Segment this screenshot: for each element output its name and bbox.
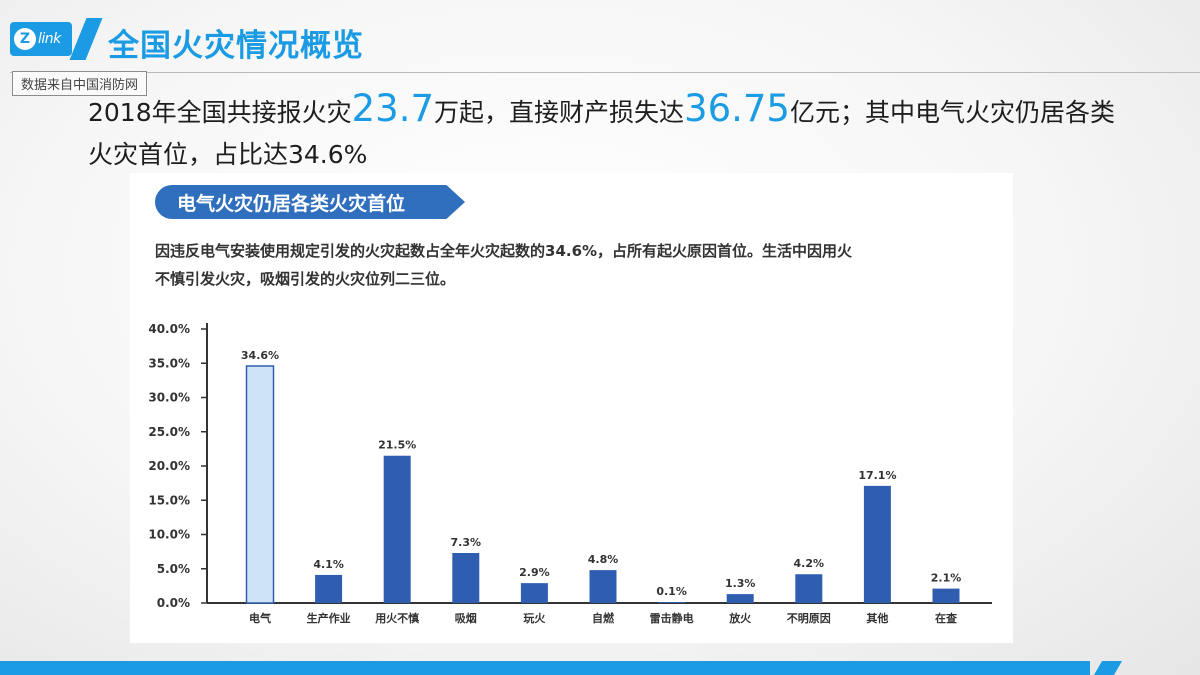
y-tick-label: 10.0% bbox=[148, 528, 190, 542]
logo: Z link bbox=[10, 22, 72, 56]
y-tick-label: 0.0% bbox=[157, 596, 190, 610]
y-tick-label: 15.0% bbox=[148, 493, 190, 507]
data-label: 2.9% bbox=[519, 566, 550, 579]
y-tick-label: 35.0% bbox=[148, 356, 190, 370]
data-label: 21.5% bbox=[378, 439, 416, 452]
data-label: 7.3% bbox=[451, 536, 482, 549]
chart-figure: 电气火灾仍居各类火灾首位 因违反电气安装使用规定引发的火灾起数占全年火灾起数的3… bbox=[130, 173, 1013, 643]
y-tick-label: 40.0% bbox=[148, 322, 190, 336]
category-label: 雷击静电 bbox=[650, 611, 694, 625]
bottom-accent-bar bbox=[0, 661, 1090, 675]
data-label: 34.6% bbox=[241, 349, 279, 362]
category-label: 用火不慎 bbox=[375, 611, 419, 625]
bar bbox=[863, 485, 891, 603]
category-label: 其他 bbox=[866, 611, 888, 625]
bottom-accent-slash bbox=[1093, 661, 1123, 675]
figure-banner: 电气火灾仍居各类火灾首位 bbox=[155, 185, 465, 219]
category-label: 放火 bbox=[728, 611, 752, 625]
bar bbox=[795, 574, 823, 603]
category-label: 玩火 bbox=[523, 612, 546, 625]
data-label: 17.1% bbox=[858, 469, 896, 482]
bar bbox=[520, 583, 548, 603]
headline: 2018年全国共接报火灾23.7万起，直接财产损失达36.75亿元；其中电气火灾… bbox=[88, 88, 1118, 176]
category-label: 电气 bbox=[249, 611, 271, 625]
loss-number: 36.75 bbox=[684, 87, 790, 130]
category-label: 生产作业 bbox=[307, 611, 351, 625]
bar bbox=[452, 552, 480, 603]
y-tick-label: 25.0% bbox=[148, 425, 190, 439]
data-label: 0.1% bbox=[656, 585, 687, 598]
header-accent-slash bbox=[69, 18, 103, 60]
source-note: 数据来自中国消防网 bbox=[12, 71, 148, 96]
data-label: 2.1% bbox=[931, 572, 962, 585]
data-label: 1.3% bbox=[725, 577, 756, 590]
bar bbox=[726, 594, 754, 603]
category-label: 自燃 bbox=[592, 611, 615, 625]
data-label: 4.2% bbox=[794, 557, 825, 570]
fire-count-number: 23.7 bbox=[351, 87, 435, 130]
category-label: 吸烟 bbox=[455, 611, 477, 625]
category-label: 不明原因 bbox=[787, 612, 831, 625]
headline-text-3: 亿元；其中电气火灾仍居各类火灾首位，占比达34.6% bbox=[88, 98, 1115, 169]
bar-chart: 0.0% 5.0% 10.0% 15.0% 20.0% 25.0% 30.0% 35.0% 40… bbox=[148, 322, 992, 625]
page-title: 全国火灾情况概览 bbox=[108, 28, 364, 64]
y-tick-label: 30.0% bbox=[148, 391, 190, 405]
logo-text: link bbox=[38, 31, 61, 47]
figure-description: 因违反电气安装使用规定引发的火灾起数占全年火灾起数的34.6%，占所有起火原因首… bbox=[155, 242, 853, 288]
y-tick-label: 20.0% bbox=[148, 459, 190, 473]
headline-text-2: 万起，直接财产损失达 bbox=[434, 98, 685, 127]
header-divider bbox=[10, 72, 1200, 73]
bar bbox=[245, 365, 275, 604]
logo-mark: Z bbox=[14, 28, 36, 50]
headline-text-1: 2018年全国共接报火灾 bbox=[88, 98, 352, 127]
data-label: 4.8% bbox=[588, 553, 619, 566]
category-label: 在查 bbox=[935, 611, 957, 625]
bar bbox=[589, 570, 617, 603]
data-label: 4.1% bbox=[313, 558, 344, 571]
bar bbox=[383, 455, 411, 603]
bar bbox=[932, 588, 960, 603]
y-tick-label: 5.0% bbox=[157, 562, 190, 576]
bar bbox=[658, 602, 686, 603]
bar bbox=[315, 574, 343, 603]
